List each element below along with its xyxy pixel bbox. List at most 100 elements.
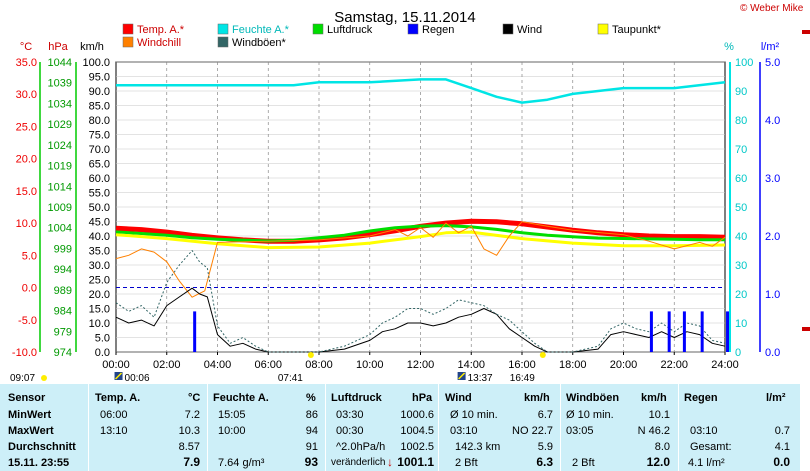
series-line-wind	[115, 287, 726, 353]
pressure-time: 03:30	[336, 409, 364, 421]
wind-tick-label: 25.0	[89, 275, 110, 287]
rain-tick-label: 0.0	[765, 347, 780, 359]
temp-tick-label: 5.0	[22, 250, 37, 262]
humidity-tick-label: 90	[735, 86, 747, 98]
temp-value: 7.2	[184, 409, 200, 421]
x-tick-label: 20:00	[610, 359, 638, 371]
x-tick-label: 00:00	[102, 359, 130, 371]
wind-value: 6.7	[537, 409, 553, 421]
humidity-tick-label: 40	[735, 231, 747, 243]
pressure-tick-label: 1004	[48, 223, 72, 235]
gust-current: 12.0	[646, 455, 670, 469]
rain-bar	[726, 311, 730, 352]
temp-value: 8.57	[178, 441, 200, 453]
x-tick-label: 14:00	[457, 359, 485, 371]
wind-tick-label: 50.0	[89, 202, 110, 214]
rain-current: 0.0	[773, 455, 790, 469]
legend-swatch	[217, 36, 229, 48]
humidity-tick-label: 100	[735, 57, 753, 69]
wind-tick-label: 30.0	[89, 260, 110, 272]
x-tick-label: 22:00	[660, 359, 688, 371]
legend-label: Windböen*	[232, 37, 287, 49]
time-marker-label: 07:41	[278, 373, 303, 384]
pressure-tick-label: 1009	[48, 202, 72, 214]
wind-tick-label: 5.0	[95, 333, 110, 345]
x-tick-label: 24:00	[711, 359, 739, 371]
pressure-tick-label: 974	[54, 347, 72, 359]
wind-tick-label: 75.0	[89, 130, 110, 142]
moonset-icon	[458, 372, 466, 380]
legend-label: Windchill	[137, 37, 181, 49]
legend-label: Luftdruck	[327, 24, 373, 36]
gust-value: 8.0	[654, 441, 670, 453]
legend-label: Regen	[422, 24, 454, 36]
header-rain: Regen	[684, 392, 718, 404]
x-tick-label: 10:00	[356, 359, 384, 371]
header-temp-unit: °C	[188, 392, 201, 404]
legend: Temp. A.* Feuchte A.* Luftdruck Regen Wind Ta…	[122, 23, 662, 49]
axis-unit-label: hPa	[48, 41, 68, 53]
row-label: MinWert	[8, 409, 52, 421]
legend-swatch	[502, 23, 514, 35]
rain-bar	[649, 311, 653, 352]
header-pressure-unit: hPa	[412, 392, 433, 404]
gust-label: Ø 10 min.	[566, 409, 614, 421]
pressure-tick-label: 1039	[48, 78, 72, 90]
humidity-absolute: 7.64 g/m³	[218, 457, 265, 469]
wind-label: Ø 10 min.	[450, 409, 498, 421]
legend-swatch	[217, 23, 229, 35]
wind-tick-label: 65.0	[89, 159, 110, 171]
current-timestamp: 15.11. 23:55	[8, 457, 70, 469]
series-line-luftdruck	[115, 224, 725, 243]
rain-label: Gesamt:	[690, 441, 732, 453]
header-rain-unit: l/m²	[766, 392, 786, 404]
pressure-tick-label: 1019	[48, 161, 72, 173]
pressure-trend: ^2.0hPa/h	[336, 441, 386, 453]
humidity-current: 93	[304, 455, 318, 469]
pressure-tick-label: 1029	[48, 119, 72, 131]
x-tick-label: 12:00	[407, 359, 435, 371]
legend-swatch	[122, 23, 134, 35]
humidity-tick-label: 70	[735, 144, 747, 156]
temp-tick-label: -5.0	[18, 315, 37, 327]
stats-table	[0, 384, 800, 471]
rain-tick-label: 2.0	[765, 231, 780, 243]
humidity-tick-label: 60	[735, 173, 747, 185]
wind-tick-label: 100.0	[82, 57, 110, 69]
wind-tick-label: 40.0	[89, 231, 110, 243]
header-gust: Windböen	[566, 392, 620, 404]
header-humidity: Feuchte A.	[213, 392, 269, 404]
pressure-tick-label: 989	[54, 285, 72, 297]
wind-tick-label: 70.0	[89, 144, 110, 156]
humidity-tick-label: 20	[735, 289, 747, 301]
axis-unit-label: l/m²	[761, 41, 780, 53]
x-tick-label: 06:00	[254, 359, 282, 371]
temp-tick-label: 35.0	[16, 57, 37, 69]
axis-unit-label: km/h	[80, 41, 104, 53]
x-tick-label: 08:00	[305, 359, 333, 371]
humidity-value: 86	[305, 409, 318, 421]
axes: °C hPa km/h% l/m² 35.0 30.0 25.0 20.0 15.0 10.0 5.…	[12, 41, 780, 371]
time-marker-label: 13:37	[468, 373, 493, 384]
wind-tick-label: 0.0	[95, 347, 110, 359]
temp-current: 7.9	[183, 455, 200, 469]
pressure-tendency: veränderlich	[331, 457, 386, 468]
pressure-tick-label: 1034	[48, 98, 72, 110]
temp-time: 06:00	[100, 409, 128, 421]
pressure-tick-label: 1044	[48, 57, 72, 69]
wind-tick-label: 20.0	[89, 289, 110, 301]
humidity-tick-label: 50	[735, 202, 747, 214]
gust-max: N 46.2	[637, 425, 670, 437]
wind-tick-label: 55.0	[89, 188, 110, 200]
copyright-label: © Weber Mike	[740, 3, 804, 14]
x-tick-label: 18:00	[559, 359, 587, 371]
temp-tick-label: 25.0	[16, 121, 37, 133]
rain-tick-label: 4.0	[765, 115, 780, 127]
temp-tick-label: -10.0	[12, 347, 37, 359]
right-edge-marker	[802, 327, 810, 331]
wind-tick-label: 80.0	[89, 115, 110, 127]
legend-label: Feuchte A.*	[232, 24, 290, 36]
pressure-tick-label: 994	[54, 264, 72, 276]
rain-total: 4.1 l/m²	[688, 457, 725, 469]
sunset-icon	[539, 352, 546, 358]
